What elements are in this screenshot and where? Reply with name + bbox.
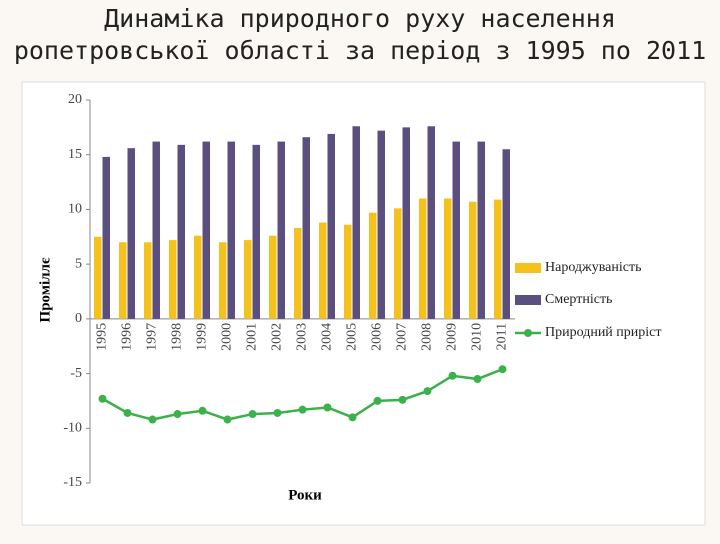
line-marker — [123, 408, 132, 417]
line-marker — [273, 408, 282, 417]
bar — [227, 141, 235, 319]
y-tick-label: -15 — [63, 475, 82, 490]
line-marker — [298, 405, 307, 414]
bar — [269, 235, 277, 319]
bar — [144, 242, 152, 319]
bar — [219, 242, 227, 319]
x-tick-label: 1999 — [195, 323, 210, 351]
bar — [202, 141, 210, 319]
title-line: Динаміка природного руху населення — [104, 4, 616, 33]
y-tick-label: 15 — [68, 147, 82, 162]
legend-label: Природний приріст — [545, 325, 662, 340]
bar — [319, 222, 327, 319]
bar — [152, 141, 160, 319]
bar — [444, 198, 452, 319]
bar — [94, 236, 102, 319]
x-tick-label: 1998 — [170, 323, 185, 351]
legend-label: Народжуваність — [545, 260, 641, 275]
bar — [177, 144, 185, 319]
bar — [119, 242, 127, 319]
bar — [477, 141, 485, 319]
y-tick-label: 20 — [68, 92, 82, 107]
x-tick-label: 2000 — [220, 323, 235, 351]
bar — [327, 133, 335, 319]
line-marker — [473, 375, 482, 384]
x-tick-label: 2003 — [295, 323, 310, 351]
bar — [102, 156, 110, 319]
bar — [394, 208, 402, 319]
bar — [419, 198, 427, 319]
bar — [352, 126, 360, 319]
x-tick-label: 1995 — [95, 323, 110, 351]
bar — [169, 240, 177, 319]
legend-swatch — [515, 295, 541, 305]
bar — [427, 126, 435, 319]
line-marker — [223, 415, 232, 424]
bar — [452, 141, 460, 319]
x-tick-label: 2008 — [420, 323, 435, 351]
line-marker — [398, 395, 407, 404]
bar — [194, 235, 202, 319]
line-marker — [198, 406, 207, 415]
x-tick-label: 2010 — [470, 323, 485, 351]
bar — [502, 149, 510, 319]
x-tick-label: 2006 — [370, 323, 385, 351]
line-marker — [348, 413, 357, 422]
line-marker — [248, 410, 257, 419]
legend-label: Смертність — [545, 292, 612, 307]
line-marker — [373, 396, 382, 405]
title-line: ропетровської області за період з 1995 п… — [14, 36, 706, 65]
line-marker — [173, 410, 182, 419]
bar — [252, 144, 260, 319]
x-tick-label: 2005 — [345, 323, 360, 351]
bar — [469, 201, 477, 319]
bar — [344, 224, 352, 319]
x-tick-label: 2004 — [320, 323, 335, 351]
legend-swatch — [515, 263, 541, 273]
line-marker — [98, 394, 107, 403]
y-tick-label: 10 — [68, 202, 82, 217]
y-tick-label: 5 — [75, 256, 82, 271]
y-axis-label: Проміллє — [37, 257, 53, 322]
bar — [244, 240, 252, 319]
bar — [377, 130, 385, 319]
bar — [402, 127, 410, 319]
x-axis-label: Роки — [288, 487, 322, 503]
line-marker — [448, 371, 457, 380]
x-tick-label: 2011 — [495, 323, 510, 350]
line-marker — [323, 403, 332, 412]
bar — [127, 148, 135, 319]
x-tick-label: 2009 — [445, 323, 460, 351]
chart-frame — [21, 81, 706, 526]
line-marker — [498, 365, 507, 374]
x-tick-label: 2002 — [270, 323, 285, 351]
bar — [294, 228, 302, 319]
bar — [369, 212, 377, 319]
legend-swatch — [524, 329, 532, 337]
y-tick-label: -10 — [63, 421, 82, 436]
x-tick-label: 2001 — [245, 323, 260, 351]
x-tick-label: 1997 — [145, 323, 160, 351]
bar — [494, 199, 502, 319]
line-marker — [423, 387, 432, 396]
line-marker — [148, 415, 157, 424]
bar — [277, 141, 285, 319]
x-tick-label: 2007 — [395, 323, 410, 351]
bar — [302, 137, 310, 319]
y-tick-label: -5 — [70, 366, 82, 381]
y-tick-label: 0 — [75, 311, 82, 326]
x-tick-label: 1996 — [120, 323, 135, 351]
